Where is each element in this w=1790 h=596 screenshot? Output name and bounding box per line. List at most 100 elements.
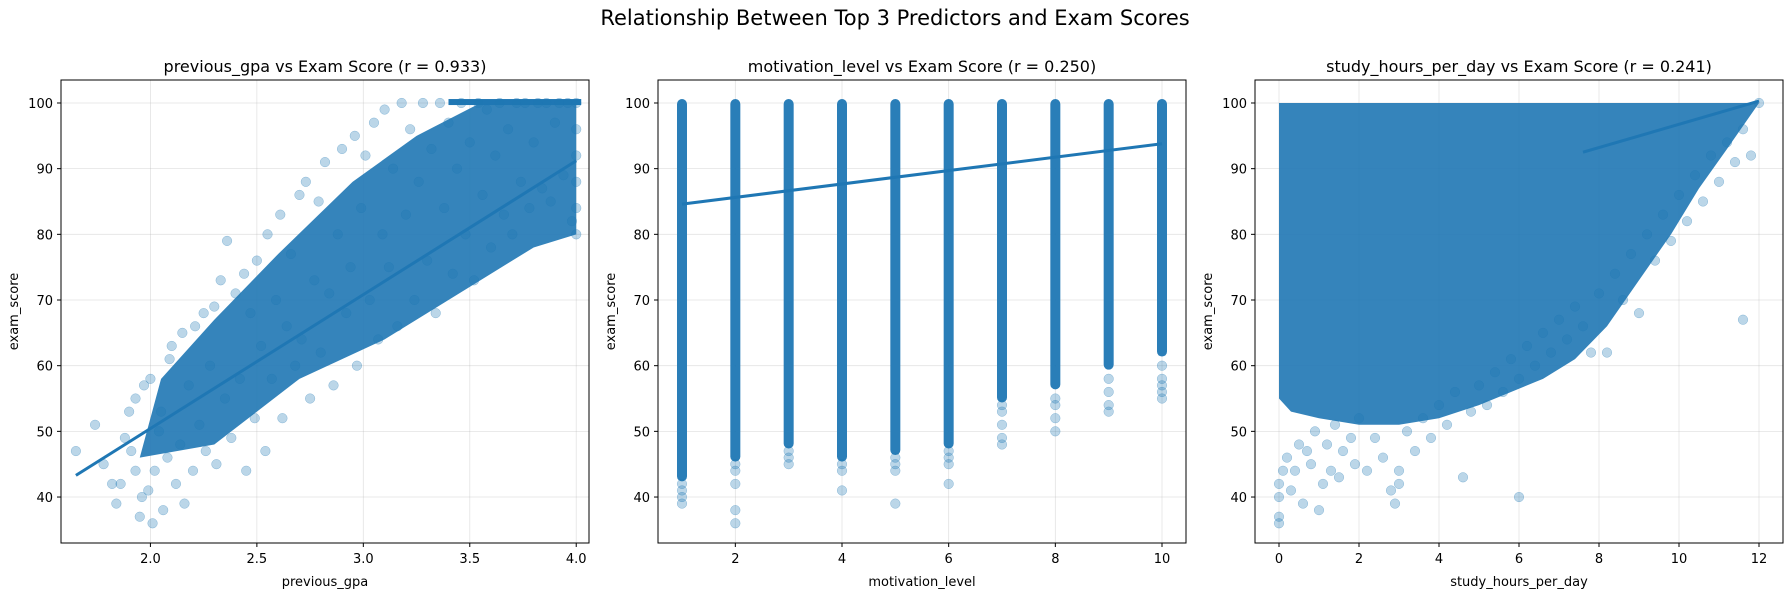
data-point	[1665, 235, 1677, 246]
data-point	[1465, 406, 1477, 417]
regression-line	[75, 159, 578, 477]
data-point	[1156, 373, 1168, 384]
data-point	[245, 308, 256, 319]
x-tick-label: 12	[1751, 552, 1768, 567]
data-point	[396, 97, 407, 109]
axes-frame	[60, 79, 590, 544]
x-tick-label: 3.5	[459, 552, 480, 567]
x-axis-label: previous_gpa	[282, 575, 369, 590]
data-point	[215, 275, 226, 286]
x-tick-label: 8	[1595, 552, 1603, 567]
data-point	[134, 511, 145, 522]
data-point	[730, 465, 741, 476]
data-point	[405, 124, 416, 135]
x-tick-label: 8	[1051, 552, 1059, 567]
data-point	[111, 498, 122, 509]
y-tick-label: 70	[633, 294, 650, 309]
data-point	[1361, 465, 1373, 476]
data-point	[1649, 255, 1661, 266]
y-tick-label: 50	[1230, 425, 1247, 440]
data-point	[426, 143, 437, 155]
data-point	[1625, 248, 1637, 260]
y-tick-label: 100	[625, 97, 650, 112]
scatter-points	[70, 97, 582, 529]
data-point	[1433, 400, 1445, 411]
data-point	[481, 104, 492, 115]
data-point	[1505, 354, 1517, 365]
data-point	[194, 419, 205, 430]
data-point	[1156, 393, 1168, 404]
data-point	[1681, 216, 1693, 227]
dense-point-cloud	[448, 99, 582, 106]
data-point	[1449, 386, 1461, 398]
data-point	[1277, 465, 1289, 476]
data-point	[515, 176, 526, 187]
data-point	[115, 478, 126, 489]
data-point	[730, 478, 741, 489]
data-point	[434, 97, 446, 109]
data-point	[836, 485, 848, 496]
data-point	[890, 452, 901, 463]
data-point	[351, 360, 362, 371]
data-point	[1513, 491, 1525, 503]
data-point	[90, 419, 101, 430]
data-point	[1349, 459, 1361, 470]
data-point	[1050, 413, 1061, 424]
data-point	[400, 209, 411, 220]
data-point	[1481, 400, 1493, 411]
data-point	[328, 380, 339, 391]
data-point	[249, 413, 260, 424]
x-axis-label: study_hours_per_day	[1450, 575, 1588, 590]
data-point	[1553, 314, 1565, 325]
data-point	[996, 406, 1008, 417]
data-point	[571, 124, 582, 135]
subplot-title: motivation_level vs Exam Score (r = 0.25…	[748, 57, 1096, 77]
data-point	[486, 242, 497, 253]
data-point	[126, 446, 137, 457]
y-tick-label: 50	[633, 425, 650, 440]
data-point	[149, 465, 160, 476]
data-point	[138, 380, 150, 391]
data-point	[1641, 229, 1653, 240]
data-point	[130, 465, 141, 476]
y-tick-label: 100	[1222, 97, 1247, 112]
y-tick-label: 70	[1230, 294, 1247, 309]
data-point	[783, 459, 794, 470]
data-point	[170, 478, 182, 489]
data-point	[836, 465, 848, 476]
dense-point-cloud	[139, 102, 577, 458]
data-point	[443, 117, 454, 128]
data-point	[783, 452, 794, 463]
y-tick-label: 60	[36, 360, 53, 375]
data-point	[1721, 137, 1733, 148]
data-point	[260, 446, 271, 457]
data-point	[439, 203, 450, 214]
data-point	[1617, 294, 1629, 306]
y-tick-label: 50	[36, 425, 53, 440]
x-tick-label: 2.0	[140, 552, 161, 567]
y-axis-label: exam_score	[1201, 273, 1216, 351]
data-point	[541, 97, 552, 109]
data-point	[1321, 439, 1333, 450]
y-tick-label: 90	[36, 163, 53, 178]
data-point	[1593, 288, 1605, 299]
data-point	[1273, 518, 1285, 529]
data-point	[1293, 439, 1305, 450]
data-point	[183, 380, 194, 391]
data-point	[175, 439, 186, 450]
data-point	[473, 97, 484, 109]
data-point	[532, 97, 543, 109]
data-point	[166, 340, 177, 352]
data-point	[266, 373, 277, 384]
x-tick-label: 4.0	[566, 552, 587, 567]
data-point	[341, 308, 352, 319]
data-point	[1156, 380, 1168, 391]
figure-title: Relationship Between Top 3 Predictors an…	[600, 6, 1190, 30]
data-point	[383, 262, 394, 273]
point-column	[997, 98, 1007, 403]
data-point	[571, 97, 582, 109]
y-tick-label: 90	[633, 163, 650, 178]
data-point	[1385, 485, 1397, 496]
data-point	[890, 459, 901, 470]
